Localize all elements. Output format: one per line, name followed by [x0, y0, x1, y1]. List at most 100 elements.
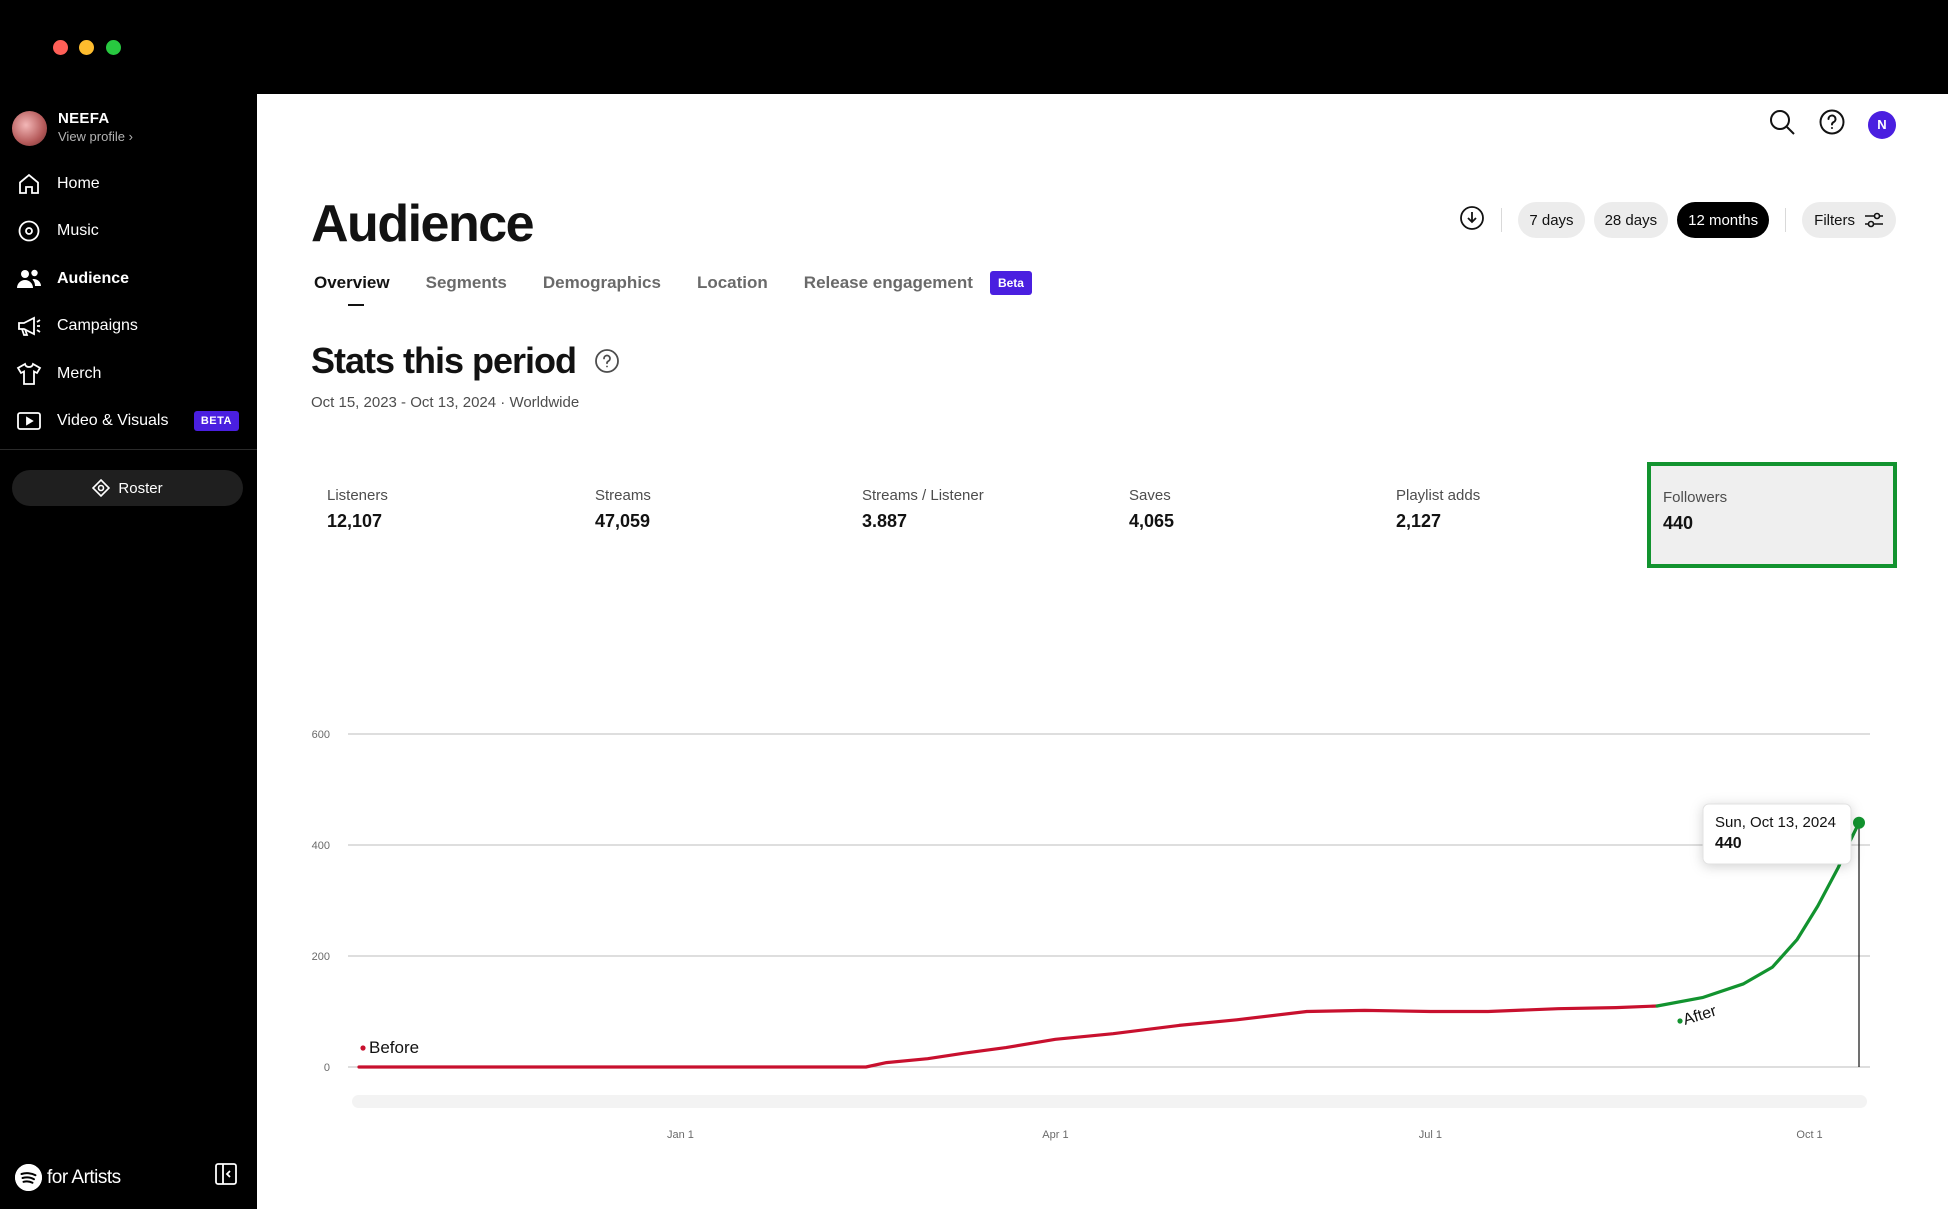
stat-label: Streams [595, 487, 651, 504]
home-icon [16, 171, 42, 197]
collapse-sidebar-icon [215, 1163, 237, 1185]
spotify-logo-icon [15, 1164, 42, 1191]
sidebar-nav: Home Music Audience Campaigns Merch [0, 160, 257, 445]
before-marker [360, 1045, 366, 1051]
stat-value: 4,065 [1129, 511, 1175, 531]
tab-release-engagement[interactable]: Release engagement [803, 273, 973, 292]
period-subtitle: Oct 15, 2023 - Oct 13, 2024 · Worldwide [311, 394, 580, 411]
close-window-button[interactable] [53, 40, 68, 55]
sidebar-item-audience[interactable]: Audience [0, 255, 257, 303]
followers-chart[interactable]: 0 200 400 600 Jan 1 Apr 1 Jul 1 Oct 1 Before Af… [257, 94, 1948, 1209]
x-tick-label: Jul 1 [1419, 1129, 1442, 1141]
series-line-before [357, 1004, 1659, 1069]
tab-demographics[interactable]: Demographics [542, 273, 661, 292]
section-title-text: Stats this period [311, 340, 577, 381]
range-28-days-button[interactable]: 28 days [1593, 202, 1669, 238]
maximize-window-button[interactable] [106, 40, 121, 55]
y-axis-ticks: 0 200 400 600 [312, 729, 330, 1074]
range-7-days-button[interactable]: 7 days [1518, 202, 1585, 238]
sidebar-item-music[interactable]: Music [0, 208, 257, 256]
filters-label: Filters [1814, 211, 1855, 229]
search-icon [1770, 110, 1795, 135]
help-icon[interactable] [594, 348, 620, 374]
stat-value: 440 [1663, 513, 1694, 533]
chart-scrollbar[interactable] [352, 1095, 1867, 1108]
stat-value: 47,059 [595, 511, 651, 531]
sidebar-item-merch[interactable]: Merch [0, 350, 257, 398]
sidebar-item-label: Home [57, 174, 100, 192]
megaphone-icon [16, 313, 42, 339]
audience-tabs: Overview Segments Demographics Location … [314, 268, 1032, 306]
y-tick-label: 400 [312, 840, 330, 852]
y-tick-label: 0 [324, 1062, 330, 1074]
page-title: Audience [311, 195, 535, 253]
tab-location[interactable]: Location [696, 273, 768, 292]
artist-avatar[interactable] [12, 110, 47, 146]
x-tick-label: Oct 1 [1796, 1129, 1822, 1141]
time-range-controls: 7 days 28 days 12 months Filters [1459, 202, 1896, 238]
stat-playlist-adds[interactable]: Playlist adds 2,127 [1380, 462, 1496, 568]
after-label: After [1681, 1002, 1719, 1028]
beta-badge: BETA [193, 411, 239, 432]
sliders-icon [1865, 212, 1883, 228]
tooltip-value: 440 [1715, 835, 1742, 852]
stats-row: Listeners 12,107 Streams 47,059 Streams … [311, 462, 1897, 568]
stat-followers[interactable]: Followers 440 [1647, 462, 1897, 568]
filters-button[interactable]: Filters [1802, 202, 1896, 238]
video-icon [16, 408, 42, 434]
sidebar-item-label: Video & Visuals [57, 412, 169, 430]
download-button[interactable] [1459, 205, 1485, 236]
sidebar-item-label: Music [57, 222, 99, 240]
roster-button[interactable]: Roster [12, 470, 243, 506]
sidebar-item-home[interactable]: Home [0, 160, 257, 208]
range-12-months-button[interactable]: 12 months [1677, 202, 1770, 238]
stat-streams[interactable]: Streams 47,059 [579, 462, 667, 568]
search-button[interactable] [1768, 108, 1796, 141]
y-tick-label: 600 [312, 729, 330, 741]
sidebar-divider [0, 449, 257, 450]
stat-label: Listeners [327, 487, 388, 504]
minimize-window-button[interactable] [79, 40, 94, 55]
help-icon [1819, 109, 1845, 135]
stat-streams-per-listener[interactable]: Streams / Listener 3.887 [846, 462, 1000, 568]
sidebar-item-label: Merch [57, 364, 102, 382]
view-profile-link[interactable]: View profile › [58, 129, 133, 144]
roster-icon [92, 479, 111, 497]
tab-overview[interactable]: Overview [314, 268, 390, 306]
chart-tooltip: Sun, Oct 13, 2024 440 [1702, 803, 1852, 865]
x-tick-label: Jan 1 [667, 1129, 694, 1141]
hover-point[interactable] [1853, 816, 1865, 829]
sidebar-item-video-visuals[interactable]: Video & Visuals BETA [0, 398, 257, 446]
download-icon [1460, 205, 1485, 230]
stat-saves[interactable]: Saves 4,065 [1113, 462, 1190, 568]
main-content: N Audience 7 days 28 days 12 months Filt… [257, 94, 1948, 1209]
controls-separator [1501, 208, 1503, 232]
chart-annotations: Before After [360, 1002, 1719, 1057]
shirt-icon [16, 361, 42, 387]
brand-text: for Artists [47, 1166, 121, 1188]
user-avatar[interactable]: N [1868, 110, 1896, 139]
window-titlebar [0, 0, 1948, 94]
sidebar-item-label: Campaigns [57, 317, 138, 335]
after-marker [1677, 1018, 1683, 1024]
sidebar-item-label: Audience [57, 269, 130, 287]
stat-label: Playlist adds [1396, 487, 1481, 504]
stat-value: 2,127 [1396, 511, 1442, 531]
profile-link[interactable]: NEEFA View profile › [12, 108, 133, 148]
before-label: Before [369, 1038, 419, 1057]
sidebar-item-campaigns[interactable]: Campaigns [0, 303, 257, 351]
spotify-for-artists-logo: for Artists [15, 1164, 121, 1191]
y-tick-label: 200 [312, 951, 330, 963]
stat-listeners[interactable]: Listeners 12,107 [311, 462, 404, 568]
x-tick-label: Apr 1 [1042, 1129, 1068, 1141]
people-icon [16, 266, 42, 292]
controls-separator [1785, 208, 1787, 232]
header-actions: N [1768, 108, 1896, 141]
x-axis-ticks: Jan 1 Apr 1 Jul 1 Oct 1 [667, 1129, 1823, 1141]
stat-label: Saves [1129, 487, 1171, 504]
beta-badge: Beta [989, 271, 1032, 295]
help-button[interactable] [1818, 108, 1846, 141]
tooltip-box [1702, 803, 1852, 865]
tab-segments[interactable]: Segments [425, 273, 507, 292]
collapse-sidebar-button[interactable] [214, 1162, 238, 1191]
